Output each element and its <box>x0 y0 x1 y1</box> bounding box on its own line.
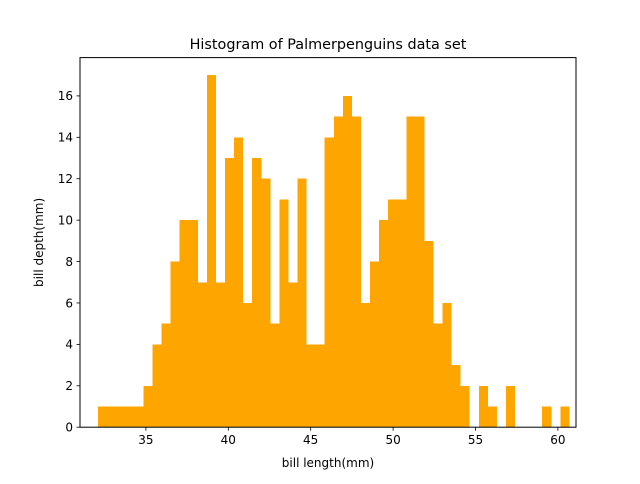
histogram-bar <box>424 240 434 428</box>
x-tick-label: 35 <box>138 433 153 447</box>
histogram-bar <box>360 302 371 428</box>
histogram-bar <box>261 178 271 428</box>
histogram-bar <box>161 323 171 428</box>
y-tick-label: 6 <box>65 296 73 310</box>
y-tick-label: 14 <box>58 131 73 145</box>
x-tick-label: 60 <box>550 433 565 447</box>
histogram-bar <box>134 406 144 428</box>
histogram-bar <box>560 406 570 428</box>
histogram-bar <box>406 116 416 428</box>
y-tick-label: 2 <box>65 379 73 393</box>
y-tick-label: 8 <box>65 255 73 269</box>
histogram-bars <box>98 75 570 428</box>
axes-frame <box>79 57 577 428</box>
x-tick-label: 40 <box>221 433 236 447</box>
x-axis-label: bill length(mm) <box>282 456 374 470</box>
histogram-bar <box>107 406 117 428</box>
histogram-bar <box>116 406 126 428</box>
histogram-bar <box>342 95 352 428</box>
histogram-bar <box>460 385 470 428</box>
y-tick-label: 4 <box>65 338 73 352</box>
x-tick-label: 45 <box>303 433 318 447</box>
histogram-bar <box>170 261 180 428</box>
histogram-bar <box>487 406 497 428</box>
histogram-bar <box>215 282 226 428</box>
histogram-bar <box>451 365 461 428</box>
y-tick-label: 10 <box>58 213 73 227</box>
histogram-bar <box>288 282 298 428</box>
chart-title: Histogram of Palmerpenguins data set <box>190 37 467 53</box>
histogram-bar <box>225 158 235 428</box>
histogram-bar <box>478 385 488 428</box>
histogram-bar <box>542 406 552 428</box>
histogram-bar <box>179 220 189 428</box>
histogram-bar <box>188 220 198 428</box>
histogram-bar <box>152 344 162 428</box>
histogram-bar <box>379 220 389 428</box>
y-tick-label: 16 <box>58 89 73 103</box>
histogram-bar <box>206 75 216 428</box>
histogram-bar <box>351 116 361 428</box>
x-axis-ticks: 35 40 45 50 55 60 <box>138 427 566 447</box>
histogram-bar <box>505 385 516 428</box>
histogram-bar <box>197 282 207 428</box>
x-tick-label: 55 <box>468 433 483 447</box>
histogram-bar <box>370 261 380 428</box>
histogram-bar <box>306 344 316 428</box>
histogram-bar <box>433 323 443 428</box>
x-tick-label: 50 <box>385 433 400 447</box>
histogram-bar <box>98 406 108 428</box>
histogram-bar <box>388 199 398 428</box>
y-axis-ticks: 0 2 4 6 8 10 12 14 16 <box>58 89 80 435</box>
histogram-bar <box>415 116 425 428</box>
y-tick-label: 12 <box>58 172 73 186</box>
histogram-bar <box>315 344 325 428</box>
histogram-bar <box>270 323 280 428</box>
histogram-bar <box>397 199 407 428</box>
histogram-bar <box>125 406 135 428</box>
histogram-bar <box>243 302 253 428</box>
histogram-bar <box>333 116 343 428</box>
histogram-bar <box>234 137 244 428</box>
y-tick-label: 0 <box>65 421 73 435</box>
histogram-bar <box>143 385 153 428</box>
histogram-bar <box>442 302 452 428</box>
histogram-bar <box>252 158 262 428</box>
histogram-bar <box>324 137 334 428</box>
histogram-bar <box>279 199 289 428</box>
histogram-bar <box>297 178 307 428</box>
y-axis-label: bill depth(mm) <box>32 198 46 287</box>
